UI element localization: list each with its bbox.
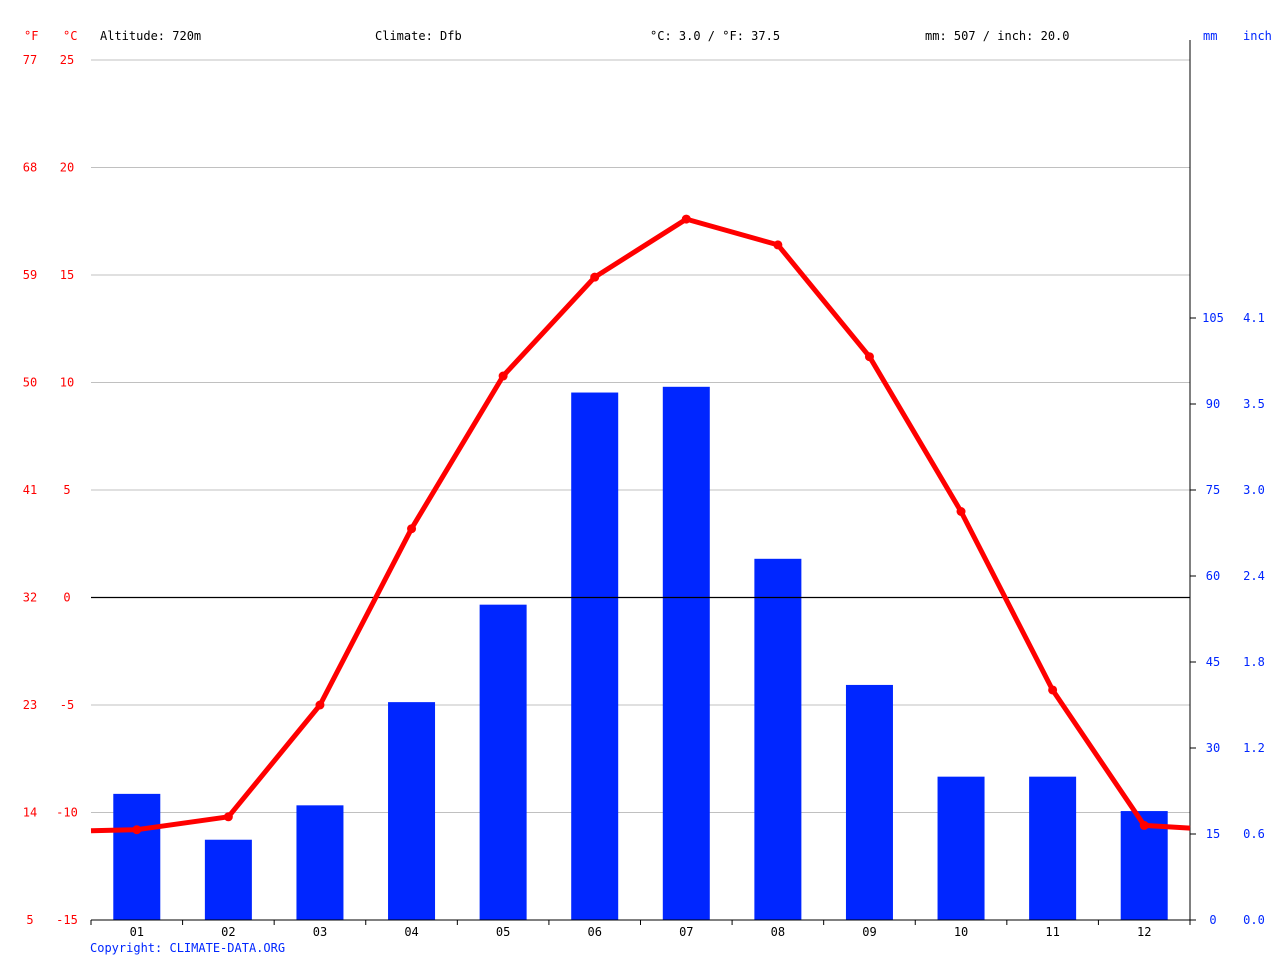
climate-label: Climate: Dfb bbox=[375, 29, 462, 43]
precipitation-bar bbox=[845, 684, 893, 920]
tick-label-celsius: -5 bbox=[60, 698, 74, 712]
month-tick-label: 12 bbox=[1137, 925, 1151, 939]
precipitation-bar bbox=[204, 839, 252, 920]
temperature-point bbox=[132, 825, 142, 835]
unit-celsius-label: °C bbox=[63, 29, 77, 43]
tick-label-fahrenheit: 41 bbox=[23, 483, 37, 497]
month-tick-label: 01 bbox=[130, 925, 144, 939]
precipitation-bar bbox=[662, 386, 710, 920]
temperature-line bbox=[90, 216, 1191, 834]
tick-label-fahrenheit: 14 bbox=[23, 806, 37, 820]
month-tick-label: 11 bbox=[1045, 925, 1059, 939]
temperature-point bbox=[1048, 685, 1058, 695]
temperature-point bbox=[1139, 820, 1149, 830]
temperature-point bbox=[773, 240, 783, 250]
tick-label-mm: 0 bbox=[1209, 913, 1216, 927]
gridlines bbox=[91, 59, 1190, 813]
tick-label-mm: 30 bbox=[1206, 741, 1220, 755]
tick-label-mm: 15 bbox=[1206, 827, 1220, 841]
tick-label-inch: 0.0 bbox=[1243, 913, 1265, 927]
tick-label-fahrenheit: 77 bbox=[23, 53, 37, 67]
tick-label-celsius: 20 bbox=[60, 161, 74, 175]
tick-label-celsius: 25 bbox=[60, 53, 74, 67]
unit-fahrenheit-label: °F bbox=[24, 29, 38, 43]
temperature-point bbox=[864, 352, 874, 362]
tick-label-celsius: -10 bbox=[56, 806, 78, 820]
temperature-point bbox=[681, 214, 691, 224]
tick-label-celsius: 5 bbox=[63, 483, 70, 497]
tick-label-fahrenheit: 59 bbox=[23, 268, 37, 282]
precipitation-bar bbox=[937, 776, 985, 920]
month-tick-label: 04 bbox=[404, 925, 418, 939]
axes bbox=[90, 40, 1196, 925]
month-tick-label: 10 bbox=[954, 925, 968, 939]
tick-label-mm: 90 bbox=[1206, 397, 1220, 411]
temperature-point bbox=[498, 371, 508, 381]
month-tick-label: 09 bbox=[862, 925, 876, 939]
month-tick-label: 08 bbox=[771, 925, 785, 939]
temperature-average-label: °C: 3.0 / °F: 37.5 bbox=[650, 29, 780, 43]
temperature-point bbox=[956, 507, 966, 516]
tick-label-inch: 3.5 bbox=[1243, 397, 1265, 411]
copyright-label: Copyright: CLIMATE-DATA.ORG bbox=[90, 941, 285, 955]
tick-label-mm: 105 bbox=[1202, 311, 1224, 325]
tick-label-inch: 2.4 bbox=[1243, 569, 1265, 583]
tick-label-fahrenheit: 5 bbox=[26, 913, 33, 927]
month-tick-label: 07 bbox=[679, 925, 693, 939]
temperature-line-group bbox=[90, 214, 1191, 835]
unit-mm-label: mm bbox=[1203, 29, 1217, 43]
tick-label-mm: 75 bbox=[1206, 483, 1220, 497]
tick-label-celsius: 10 bbox=[60, 376, 74, 390]
precipitation-bar bbox=[296, 805, 344, 920]
temperature-point bbox=[407, 524, 417, 534]
precipitation-bar bbox=[571, 392, 619, 920]
temperature-point bbox=[315, 700, 325, 710]
precipitation-total-label: mm: 507 / inch: 20.0 bbox=[925, 29, 1070, 43]
precipitation-bar bbox=[479, 604, 527, 920]
unit-inch-label: inch bbox=[1243, 29, 1272, 43]
tick-label-mm: 60 bbox=[1206, 569, 1220, 583]
precipitation-bar bbox=[113, 793, 161, 920]
tick-label-fahrenheit: 32 bbox=[23, 591, 37, 605]
precipitation-bar bbox=[388, 702, 436, 920]
tick-label-fahrenheit: 23 bbox=[23, 698, 37, 712]
tick-label-celsius: 15 bbox=[60, 268, 74, 282]
tick-label-celsius: 0 bbox=[63, 591, 70, 605]
temperature-point bbox=[223, 812, 233, 822]
tick-label-inch: 3.0 bbox=[1243, 483, 1265, 497]
tick-label-inch: 4.1 bbox=[1243, 311, 1265, 325]
tick-label-celsius: -15 bbox=[56, 913, 78, 927]
month-tick-label: 02 bbox=[221, 925, 235, 939]
month-tick-label: 03 bbox=[313, 925, 327, 939]
month-tick-label: 05 bbox=[496, 925, 510, 939]
precipitation-bar bbox=[754, 558, 802, 920]
temperature-point bbox=[590, 272, 600, 282]
month-tick-label: 06 bbox=[587, 925, 601, 939]
tick-label-inch: 0.6 bbox=[1243, 827, 1265, 841]
precipitation-bar bbox=[1029, 776, 1077, 920]
altitude-label: Altitude: 720m bbox=[100, 29, 201, 43]
tick-label-fahrenheit: 50 bbox=[23, 376, 37, 390]
precipitation-bars bbox=[113, 386, 1168, 920]
tick-label-inch: 1.2 bbox=[1243, 741, 1265, 755]
tick-label-fahrenheit: 68 bbox=[23, 161, 37, 175]
tick-label-inch: 1.8 bbox=[1243, 655, 1265, 669]
tick-label-mm: 45 bbox=[1206, 655, 1220, 669]
